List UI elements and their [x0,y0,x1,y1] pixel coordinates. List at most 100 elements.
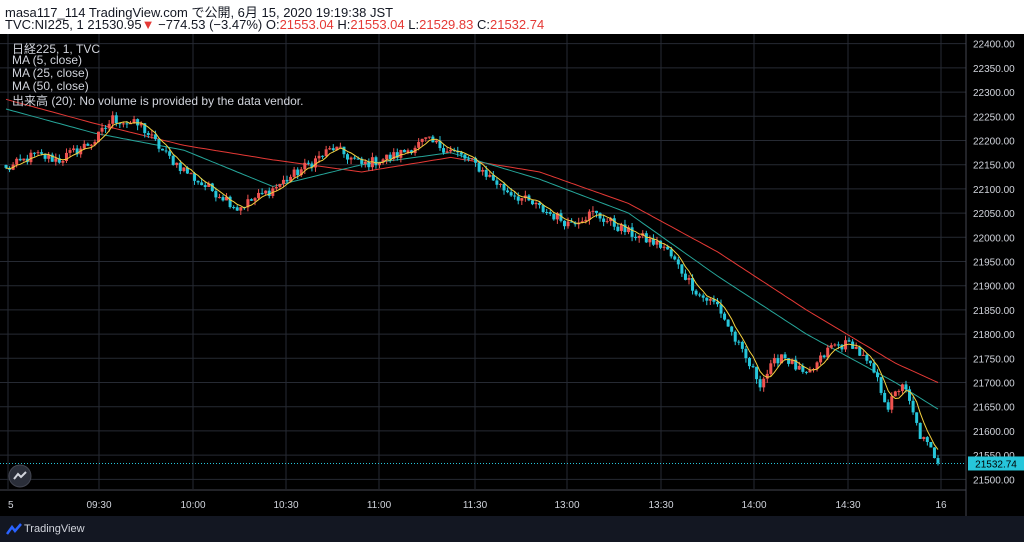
candle-body [474,158,478,163]
candle-body [29,152,33,163]
x-tick-label: 13:00 [554,500,579,511]
ma25-layer [5,108,939,410]
candle-body [356,158,360,160]
candle-body [114,115,118,124]
close-label: C: [476,17,490,32]
indicator-volume[interactable]: 出来高 (20): No volume is provided by the d… [12,94,304,108]
candle-body [57,158,61,163]
candle-body [598,212,602,219]
x-tick-label: 5 [8,500,14,511]
candle-body [904,384,908,390]
indicator-ma5[interactable]: MA (5, close) [12,53,83,67]
candle-body [285,179,289,182]
y-tick-label: 22100.00 [973,185,1015,196]
candle-body [918,422,922,439]
candle-body [299,169,303,176]
candle-body [306,162,310,164]
candle-body [207,183,211,187]
candle-body [719,304,723,314]
candle-body [136,119,140,126]
candle-body [477,162,481,172]
candle-body [217,197,221,199]
candle-body [459,152,463,155]
candle-body [879,377,883,393]
candle-body [146,133,150,135]
candle-body [605,221,609,223]
candle-body [143,123,147,134]
candle-body [125,123,129,125]
y-tick-label: 22200.00 [973,136,1015,147]
candle-body [118,123,122,125]
candle-body [157,139,161,149]
candle-body [445,151,449,153]
candle-body [865,354,869,361]
candle-body [139,123,143,126]
price-chart[interactable]: 22400.00 22350.00 22300.00 22250.00 22200.00… [0,34,1024,516]
candle-body [701,295,705,298]
candle-body [623,224,627,233]
brand-label: TradingView [24,523,85,535]
candles-layer [4,111,940,466]
candle-body [381,159,385,163]
candle-body [367,161,371,168]
candle-body [591,210,595,212]
candle-body [893,391,897,397]
candle-body [513,195,517,197]
x-tick-label: 11:00 [367,500,392,511]
candle-body [659,240,663,248]
candle-body [819,355,823,363]
candle-body [737,341,741,343]
candle-body [520,198,524,201]
candle-body [363,161,367,164]
candle-body [64,152,68,162]
candle-body [100,127,104,132]
candle-body [669,249,673,257]
candle-body [815,362,819,370]
candle-body [61,161,65,163]
x-tick-label: 10:30 [273,500,298,511]
ohlc-line: TVC:NI225, 1 21530.95▼ −774.53 (−3.47%) … [5,17,544,32]
low-value: 21529.83 [419,17,474,32]
grid-lines [0,34,966,489]
candle-body [438,140,442,149]
candle-body [758,379,762,388]
candle-body [744,348,748,359]
candle-body [313,158,317,168]
candle-body [36,152,40,154]
candle-body [509,192,513,196]
y-tick-label: 21700.00 [973,379,1015,390]
candle-body [395,152,399,158]
x-tick-label: 13:30 [648,500,673,511]
candle-body [89,144,93,146]
x-tick-label: 09:30 [86,500,111,511]
candle-body [662,246,666,248]
last-price: 21530.95 [87,17,142,32]
candle-body [96,131,100,142]
candle-body [239,207,243,211]
candle-body [264,190,268,194]
x-tick-label: 14:00 [741,500,766,511]
candle-body [22,158,26,161]
candle-body [751,366,755,368]
candle-body [616,226,620,231]
chart-area[interactable]: 22400.00 22350.00 22300.00 22250.00 22200.00… [0,34,1024,516]
candle-body [481,169,485,172]
candle-body [595,210,599,213]
candle-body [708,299,712,301]
candle-body [712,299,716,302]
candle-body [132,119,136,124]
tradingview-badge-icon[interactable] [8,464,32,488]
close-value: 21532.74 [489,17,545,32]
candle-body [86,143,90,146]
indicator-ma50[interactable]: MA (50, close) [12,79,89,93]
candle-body [225,196,229,201]
candle-body [175,162,179,165]
indicator-ma25[interactable]: MA (25, close) [12,66,89,80]
candle-body [342,146,346,155]
candle-body [929,441,933,448]
candle-body [93,141,97,145]
y-tick-label: 22050.00 [973,209,1015,220]
candle-body [790,359,794,364]
indicator-main[interactable]: 日経225, 1, TVC [12,42,101,56]
candle-body [602,218,606,222]
